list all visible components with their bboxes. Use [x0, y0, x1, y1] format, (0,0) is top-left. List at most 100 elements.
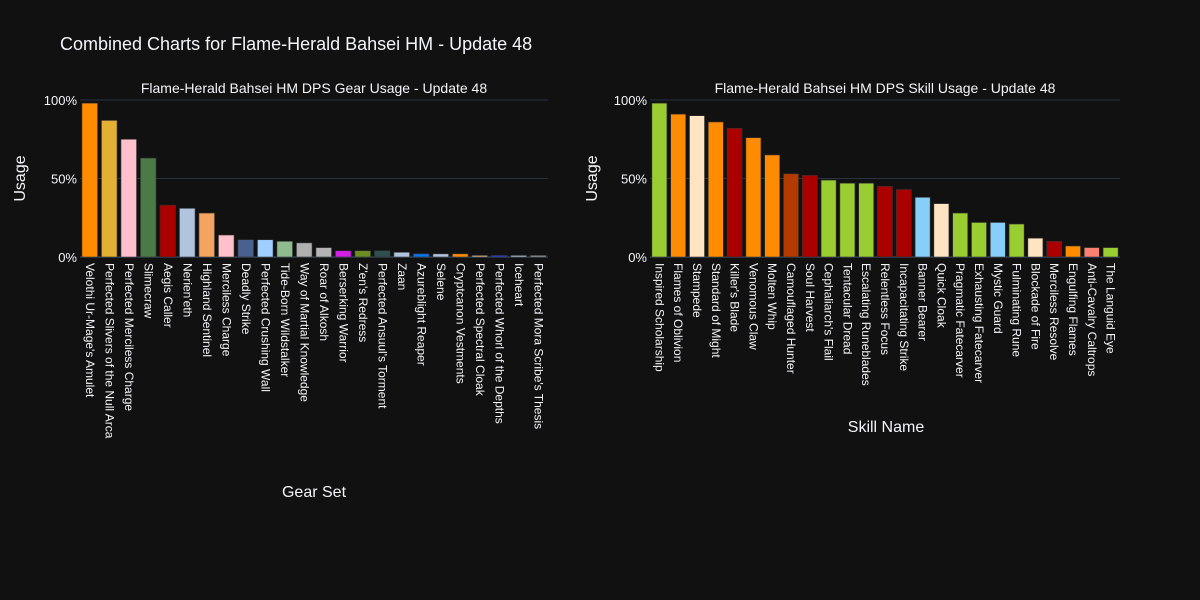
- x-tick-label: Deadly Strike: [239, 263, 253, 335]
- bar: [315, 247, 332, 258]
- x-tick-label: Soul Harvest: [803, 263, 817, 332]
- bar: [335, 250, 352, 258]
- x-tick-label: Merciless Charge: [219, 263, 233, 357]
- x-tick-label: Quick Cloak: [934, 263, 948, 329]
- x-tick-label: Nerien'eth: [180, 263, 194, 317]
- y-tick-label: 100%: [614, 93, 648, 108]
- bar: [1027, 237, 1044, 258]
- x-tick-label: Mystic Guard: [991, 263, 1005, 334]
- y-tick-label: 50%: [621, 172, 647, 187]
- x-tick-label: Venomous Claw: [746, 263, 760, 350]
- bar: [651, 102, 668, 258]
- bar: [820, 179, 837, 258]
- bar: [198, 212, 215, 258]
- x-tick-label: Blockade of Fire: [1028, 263, 1042, 350]
- x-tick-label: Roar of Alkosh: [317, 263, 331, 341]
- x-tick-label: Stampede: [690, 263, 704, 318]
- bar: [914, 197, 931, 258]
- x-tick-label: Tentacular Dread: [840, 263, 854, 354]
- bar: [670, 113, 687, 258]
- x-tick-label: Flames of Oblivion: [671, 263, 685, 362]
- bar: [1083, 247, 1100, 258]
- y-tick-label: 100%: [44, 93, 78, 108]
- x-tick-label: Engulfing Flames: [1066, 263, 1080, 356]
- x-tick-label: Iceheart: [512, 263, 526, 307]
- bar: [877, 186, 893, 258]
- bar: [707, 121, 724, 258]
- y-tick-label: 50%: [51, 172, 77, 187]
- bar: [452, 253, 469, 258]
- x-tick-label: Molten Whip: [765, 263, 779, 330]
- x-tick-label: Highland Sentinel: [200, 263, 214, 357]
- bar: [491, 255, 508, 258]
- bar: [858, 182, 875, 258]
- bar: [179, 208, 196, 258]
- main-title: Combined Charts for Flame-Herald Bahsei …: [60, 34, 532, 54]
- x-tick-label: Killer's Blade: [728, 263, 742, 332]
- x-tick-label: Perfected Mora Scribe's Thesis: [531, 263, 545, 429]
- bar: [971, 222, 987, 258]
- x-tick-label: Cephaliarch's Flail: [822, 263, 836, 361]
- x-tick-label: Azureblight Reaper: [414, 263, 428, 366]
- y-axis-title: Usage: [584, 155, 601, 201]
- chart-title: Flame-Herald Bahsei HM DPS Skill Usage -…: [715, 80, 1056, 96]
- bar: [1008, 223, 1025, 258]
- x-tick-label: Perfected Slivers of the Null Arca: [102, 263, 116, 439]
- bar: [471, 255, 488, 258]
- bar: [159, 204, 176, 258]
- bar: [989, 222, 1006, 258]
- bar: [952, 212, 969, 258]
- bar: [1102, 247, 1119, 258]
- x-tick-label: Selene: [434, 263, 448, 301]
- bar: [354, 250, 371, 258]
- bar: [218, 234, 235, 258]
- bar: [510, 255, 527, 258]
- x-tick-label: Incapacitating Strike: [897, 263, 911, 371]
- bar: [81, 102, 98, 258]
- x-tick-label: The Languid Eye: [1104, 263, 1118, 354]
- x-tick-label: Inspired Scholarship: [652, 263, 666, 372]
- bar: [257, 239, 274, 258]
- x-tick-label: Perfected Merciless Charge: [122, 263, 136, 411]
- bar: [783, 173, 799, 258]
- x-tick-label: Perfected Spectral Cloak: [473, 263, 487, 397]
- bar: [726, 127, 743, 258]
- bar: [745, 137, 762, 258]
- x-tick-label: Way of Martial Knowledge: [297, 263, 311, 402]
- bar: [1065, 245, 1081, 258]
- bar: [276, 241, 293, 258]
- bar: [839, 182, 856, 258]
- x-tick-label: Fulminating Rune: [1010, 263, 1024, 357]
- x-tick-label: Escalating Runeblades: [859, 263, 873, 386]
- bar: [801, 175, 818, 258]
- x-axis-title: Gear Set: [282, 484, 347, 501]
- x-tick-label: Cryptcanon Vestments: [453, 263, 467, 384]
- bar: [895, 189, 912, 258]
- x-tick-label: Berserking Warrior: [336, 263, 350, 363]
- x-tick-label: Zaan: [395, 263, 409, 290]
- x-tick-label: Merciless Resolve: [1047, 263, 1061, 361]
- bar: [764, 154, 781, 258]
- x-tick-label: Aegis Caller: [161, 263, 175, 328]
- bar: [689, 115, 705, 258]
- x-tick-label: Slimecraw: [141, 263, 155, 319]
- chart-gear-usage: Flame-Herald Bahsei HM DPS Gear Usage - …: [12, 80, 548, 501]
- x-tick-label: Banner Bearer: [916, 263, 930, 341]
- x-tick-label: Camouflaged Hunter: [784, 263, 798, 374]
- chart-title: Flame-Herald Bahsei HM DPS Gear Usage - …: [141, 80, 487, 96]
- x-tick-label: Perfected Ansuul's Torment: [375, 263, 389, 409]
- x-tick-label: Relentless Focus: [878, 263, 892, 355]
- bar: [933, 203, 950, 258]
- bar: [120, 138, 137, 258]
- bar: [393, 251, 410, 258]
- x-tick-label: Perfected Crushing Wall: [258, 263, 272, 392]
- x-tick-label: Tide-Born Wildstalker: [278, 263, 292, 377]
- bar: [432, 253, 449, 258]
- bar: [237, 239, 254, 258]
- bar: [140, 157, 157, 258]
- x-tick-label: Z'en's Redress: [356, 263, 370, 342]
- bar: [413, 253, 430, 258]
- x-tick-label: Velothi Ur-Mage's Amulet: [83, 263, 97, 398]
- y-tick-label: 0%: [58, 250, 77, 265]
